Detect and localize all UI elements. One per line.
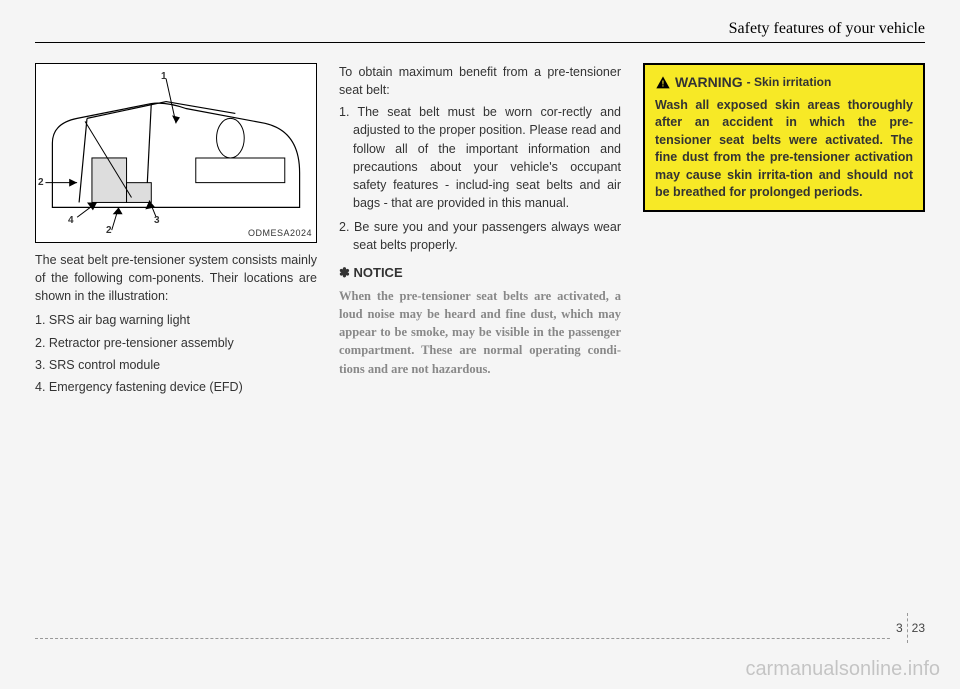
col1-item-4: 4. Emergency fastening device (EFD)	[35, 378, 317, 396]
warning-subtitle: - Skin irritation	[747, 74, 832, 91]
col1-intro: The seat belt pre-tensioner system consi…	[35, 251, 317, 305]
figure-code: ODMESA2024	[248, 227, 312, 240]
col2-item-1: 1. The seat belt must be worn cor-rectly…	[339, 103, 621, 212]
warning-title: WARNING	[675, 73, 743, 93]
page-number-divider	[907, 613, 908, 643]
section-number: 3	[896, 621, 903, 635]
callout-2a: 2	[38, 176, 44, 191]
col1-item-3: 3. SRS control module	[35, 356, 317, 374]
callout-4: 4	[68, 214, 74, 229]
watermark: carmanualsonline.info	[745, 658, 940, 681]
page-number: 3 23	[890, 613, 925, 643]
page-number-value: 23	[912, 621, 925, 635]
warning-box: ! WARNING - Skin irritation Wash all exp…	[643, 63, 925, 212]
svg-text:!: !	[662, 79, 665, 88]
col1-item-2: 2. Retractor pre-tensioner assembly	[35, 334, 317, 352]
warning-icon: !	[655, 75, 671, 91]
warning-body: Wash all exposed skin areas thoroughly a…	[655, 97, 913, 202]
notice-body: When the pre-tensioner seat belts are ac…	[339, 287, 621, 378]
callout-1: 1	[161, 70, 167, 85]
col2-intro: To obtain maximum benefit from a pre-ten…	[339, 63, 621, 99]
page-header: Safety features of your vehicle	[729, 20, 925, 38]
callout-2b: 2	[106, 224, 112, 239]
callout-3: 3	[154, 214, 160, 229]
col1-item-1: 1. SRS air bag warning light	[35, 311, 317, 329]
pretensioner-diagram: 1 2 3 4 2 ODMESA2024	[35, 63, 317, 243]
notice-heading: ✽ NOTICE	[339, 264, 621, 283]
col2-item-2: 2. Be sure you and your passengers alway…	[339, 218, 621, 254]
footer-rule	[35, 638, 925, 639]
